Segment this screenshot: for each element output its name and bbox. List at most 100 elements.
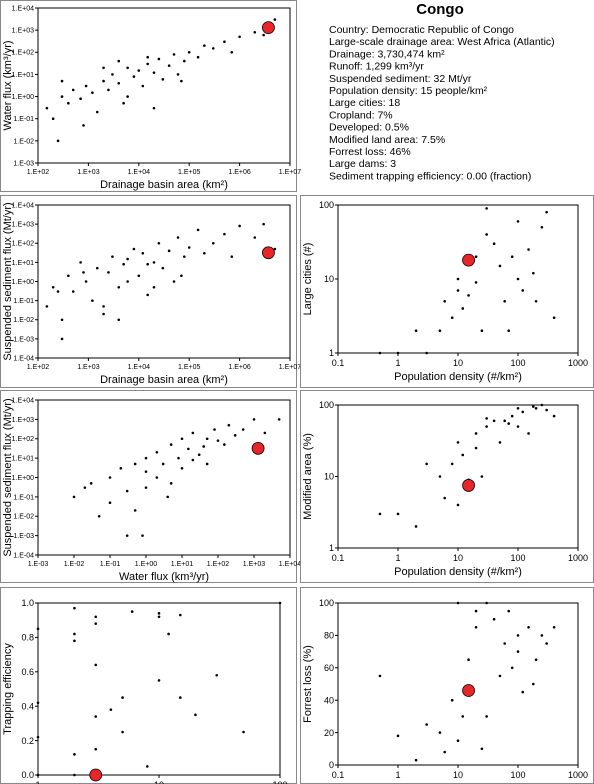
y-tick-label: 1.E+01 (12, 260, 34, 267)
data-point (194, 713, 197, 717)
data-point (202, 445, 205, 448)
data-point (82, 271, 85, 274)
data-point (95, 266, 99, 270)
data-point (396, 734, 400, 738)
data-point (117, 59, 121, 63)
data-point (521, 690, 525, 694)
data-point (94, 747, 98, 751)
data-point (510, 255, 514, 259)
data-point (438, 475, 442, 478)
data-point (540, 225, 544, 229)
x-tick-label: 1.E+02 (27, 169, 49, 176)
x-tick-label: 1.E+02 (27, 364, 49, 371)
data-point (507, 609, 511, 613)
y-axis-label: Trapping efficiency (2, 643, 14, 735)
data-point (132, 247, 136, 251)
info-line: Runoff: 1,299 km³/yr (329, 61, 424, 73)
data-point (540, 634, 544, 637)
x-tick-label: 1.E+06 (228, 169, 250, 176)
x-tick-label: 1.E+05 (178, 364, 200, 371)
data-point (203, 251, 206, 255)
data-point (450, 316, 454, 319)
data-point (503, 642, 506, 645)
data-point (176, 73, 180, 76)
data-point (36, 773, 40, 777)
data-point (233, 434, 237, 437)
country-title: Congo (416, 1, 463, 18)
data-point (137, 69, 141, 72)
data-point (91, 299, 94, 302)
data-point (133, 462, 137, 466)
data-point (215, 673, 219, 677)
data-point (507, 329, 511, 333)
y-tick-label: 1.E+00 (12, 475, 34, 482)
data-point (443, 299, 446, 303)
data-point (94, 615, 98, 619)
x-tick-label: 1000 (568, 553, 588, 563)
x-axis-label: Drainage basin area (km²) (100, 374, 228, 386)
data-point (277, 418, 281, 421)
y-tick-label: 0 (329, 760, 334, 770)
data-point (107, 88, 110, 92)
data-point (438, 329, 442, 333)
data-point (414, 758, 418, 762)
data-point (82, 124, 85, 127)
data-point (534, 299, 538, 303)
data-point (456, 441, 460, 444)
x-tick-label: 10 (453, 553, 463, 563)
x-tick-label: 1.E-03 (28, 561, 49, 568)
data-point (119, 466, 123, 470)
data-point (241, 428, 245, 431)
x-tick-label: 10 (453, 770, 463, 780)
data-point (552, 626, 556, 629)
data-point (161, 266, 165, 270)
y-tick-label: 1.E+04 (12, 397, 34, 404)
data-point (396, 512, 400, 516)
data-point (216, 439, 220, 442)
data-point (474, 446, 478, 450)
x-tick-label: 1.E+04 (279, 561, 301, 568)
data-point (516, 406, 520, 410)
data-point (461, 715, 465, 718)
data-point (461, 307, 465, 310)
data-point (456, 503, 460, 507)
y-tick-label: 1.E+04 (12, 5, 34, 12)
data-point (196, 55, 200, 59)
x-tick-label: 10 (453, 358, 463, 368)
data-point (109, 708, 113, 711)
data-point (253, 30, 257, 34)
data-point (211, 47, 215, 50)
info-line: Large-scale drainage area: West Africa (… (329, 36, 555, 48)
data-point (84, 84, 88, 88)
y-axis-label: Large cities (#) (302, 243, 314, 316)
highlight-point (262, 246, 275, 260)
data-point (492, 242, 496, 245)
x-tick-label: 1.E+02 (207, 561, 229, 568)
data-point (485, 715, 488, 718)
y-tick-label: 10 (324, 274, 334, 284)
data-point (146, 62, 149, 66)
data-point (126, 257, 129, 261)
x-tick-label: 1.E+06 (228, 364, 250, 371)
x-tick-label: 1.E-02 (64, 561, 85, 568)
data-point (425, 462, 428, 466)
data-point (79, 261, 82, 264)
y-tick-label: 1.E-02 (13, 317, 34, 324)
data-point (60, 318, 64, 322)
data-point (545, 408, 548, 412)
data-point (516, 425, 520, 428)
data-point (273, 247, 277, 251)
data-point (263, 431, 267, 435)
data-point (223, 40, 226, 44)
x-tick-label: 1.E+04 (128, 364, 150, 371)
x-tick-label: 1.E+03 (77, 169, 99, 176)
data-point (152, 71, 156, 74)
x-tick-label: 1.E-01 (100, 561, 121, 568)
data-point (60, 79, 64, 83)
data-point (507, 422, 511, 425)
info-line: Large dams: 3 (329, 158, 396, 170)
data-point (230, 255, 234, 258)
y-tick-label: 1.E-04 (13, 552, 34, 559)
data-point (534, 406, 538, 410)
